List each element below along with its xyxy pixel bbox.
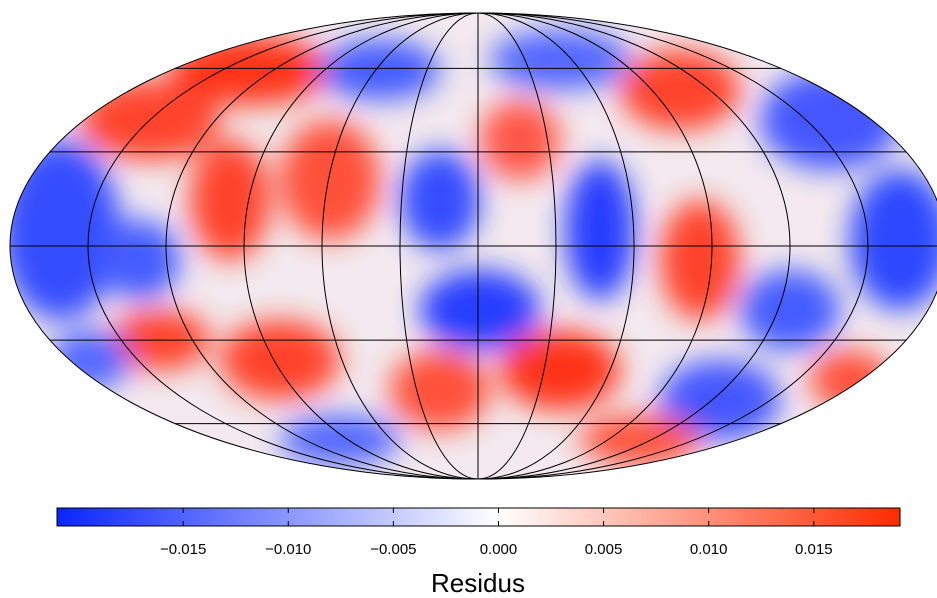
tick-label: −0.010 — [265, 541, 311, 558]
tick-label: 0.000 — [480, 541, 518, 558]
tick-label: 0.010 — [690, 541, 728, 558]
map-outline — [9, 12, 937, 480]
colorbar-label: Residus — [431, 568, 525, 598]
tick-label: −0.015 — [160, 541, 206, 558]
tick-label: 0.015 — [795, 541, 833, 558]
colorbar — [56, 507, 901, 527]
tick-label: −0.005 — [370, 541, 416, 558]
tick-label: 0.005 — [585, 541, 623, 558]
